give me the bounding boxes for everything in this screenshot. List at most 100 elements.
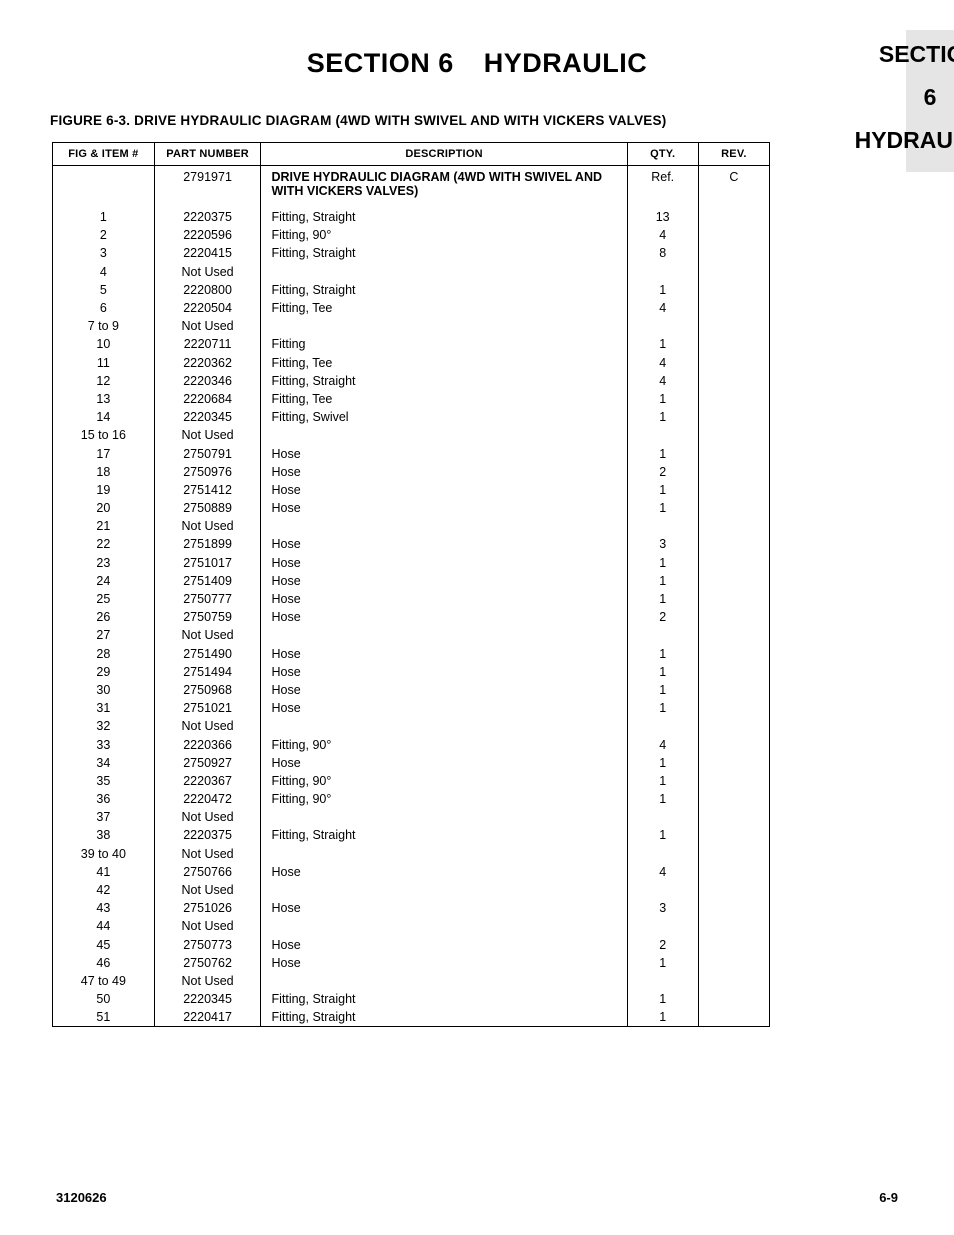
cell-qty: 1 bbox=[627, 444, 698, 462]
table-row: 122220346Fitting, Straight4 bbox=[53, 372, 770, 390]
cell-qty: 1 bbox=[627, 790, 698, 808]
cell-item: 14 bbox=[53, 408, 155, 426]
cell-qty bbox=[627, 426, 698, 444]
cell-qty: 1 bbox=[627, 1008, 698, 1027]
cell-qty: 1 bbox=[627, 990, 698, 1008]
cell-rev bbox=[698, 481, 769, 499]
title-right: HYDRAULIC bbox=[484, 48, 648, 78]
cell-desc: Fitting, Swivel bbox=[261, 408, 627, 426]
cell-rev bbox=[698, 990, 769, 1008]
footer-right: 6-9 bbox=[879, 1190, 898, 1205]
cell-qty: 1 bbox=[627, 572, 698, 590]
cell-qty: 2 bbox=[627, 608, 698, 626]
cell-part: Not Used bbox=[154, 426, 261, 444]
cell-rev bbox=[698, 426, 769, 444]
cell-rev bbox=[698, 626, 769, 644]
cell-rev bbox=[698, 590, 769, 608]
cell-qty bbox=[627, 263, 698, 281]
cell-desc: Hose bbox=[261, 663, 627, 681]
footer-left: 3120626 bbox=[56, 1190, 107, 1205]
table-row: 282751490Hose1 bbox=[53, 645, 770, 663]
cell-rev bbox=[698, 499, 769, 517]
cell-desc bbox=[261, 317, 627, 335]
cell-item: 28 bbox=[53, 645, 155, 663]
cell-desc: Fitting, 90° bbox=[261, 735, 627, 753]
cell-rev bbox=[698, 463, 769, 481]
cell-rev bbox=[698, 608, 769, 626]
cell-part: 2751899 bbox=[154, 535, 261, 553]
cell-qty: 4 bbox=[627, 299, 698, 317]
cell-part: 2220345 bbox=[154, 408, 261, 426]
cell-rev bbox=[698, 899, 769, 917]
cell-desc: Hose bbox=[261, 899, 627, 917]
table-row: 432751026Hose3 bbox=[53, 899, 770, 917]
cell-rev bbox=[698, 808, 769, 826]
table-row: 232751017Hose1 bbox=[53, 554, 770, 572]
table-row: 39 to 40Not Used bbox=[53, 845, 770, 863]
table-row: 312751021Hose1 bbox=[53, 699, 770, 717]
cell-part: 2750791 bbox=[154, 444, 261, 462]
table-row: 2791971DRIVE HYDRAULIC DIAGRAM (4WD WITH… bbox=[53, 166, 770, 209]
cell-rev bbox=[698, 554, 769, 572]
cell-rev bbox=[698, 936, 769, 954]
cell-item: 34 bbox=[53, 754, 155, 772]
table-row: 342750927Hose1 bbox=[53, 754, 770, 772]
cell-qty bbox=[627, 808, 698, 826]
side-tab-letter: Y bbox=[871, 127, 886, 153]
cell-part: 2220800 bbox=[154, 281, 261, 299]
cell-qty: 4 bbox=[627, 372, 698, 390]
section-side-tab: SECTION 6 HYDRAULICS bbox=[906, 30, 954, 172]
table-row: 15 to 16Not Used bbox=[53, 426, 770, 444]
table-row: 4Not Used bbox=[53, 263, 770, 281]
cell-rev bbox=[698, 717, 769, 735]
col-header-part: PART NUMBER bbox=[154, 143, 261, 166]
cell-item: 11 bbox=[53, 354, 155, 372]
cell-part: 2751017 bbox=[154, 554, 261, 572]
table-row: 21Not Used bbox=[53, 517, 770, 535]
cell-item: 50 bbox=[53, 990, 155, 1008]
table-row: 252750777Hose1 bbox=[53, 590, 770, 608]
side-tab-letter: A bbox=[920, 127, 937, 153]
table-row: 112220362Fitting, Tee4 bbox=[53, 354, 770, 372]
cell-qty: 1 bbox=[627, 954, 698, 972]
cell-qty: 4 bbox=[627, 226, 698, 244]
col-header-qty: QTY. bbox=[627, 143, 698, 166]
cell-qty: 2 bbox=[627, 936, 698, 954]
cell-desc: Fitting bbox=[261, 335, 627, 353]
table-row: 172750791Hose1 bbox=[53, 444, 770, 462]
cell-desc: Hose bbox=[261, 863, 627, 881]
cell-qty: 1 bbox=[627, 281, 698, 299]
cell-desc bbox=[261, 717, 627, 735]
cell-part: 2751494 bbox=[154, 663, 261, 681]
table-row: 382220375Fitting, Straight1 bbox=[53, 826, 770, 844]
cell-item: 30 bbox=[53, 681, 155, 699]
side-tab-letter: D bbox=[887, 127, 904, 153]
cell-part: 2751021 bbox=[154, 699, 261, 717]
cell-part: 2220366 bbox=[154, 735, 261, 753]
cell-part: 2220415 bbox=[154, 244, 261, 262]
cell-rev bbox=[698, 954, 769, 972]
table-row: 462750762Hose1 bbox=[53, 954, 770, 972]
cell-qty bbox=[627, 317, 698, 335]
table-row: 412750766Hose4 bbox=[53, 863, 770, 881]
cell-part: Not Used bbox=[154, 881, 261, 899]
cell-item: 18 bbox=[53, 463, 155, 481]
cell-rev bbox=[698, 826, 769, 844]
cell-item: 33 bbox=[53, 735, 155, 753]
cell-item: 29 bbox=[53, 663, 155, 681]
figure-caption: FIGURE 6-3. DRIVE HYDRAULIC DIAGRAM (4WD… bbox=[50, 113, 904, 128]
side-tab-letter: R bbox=[903, 127, 920, 153]
cell-rev bbox=[698, 208, 769, 226]
cell-qty: 1 bbox=[627, 663, 698, 681]
cell-part: Not Used bbox=[154, 845, 261, 863]
cell-part: 2750762 bbox=[154, 954, 261, 972]
cell-desc: Fitting, Tee bbox=[261, 390, 627, 408]
cell-part: Not Used bbox=[154, 972, 261, 990]
cell-desc: Fitting, 90° bbox=[261, 772, 627, 790]
cell-qty: 1 bbox=[627, 772, 698, 790]
cell-desc: Hose bbox=[261, 608, 627, 626]
cell-desc: DRIVE HYDRAULIC DIAGRAM (4WD WITH SWIVEL… bbox=[261, 166, 627, 209]
cell-item: 42 bbox=[53, 881, 155, 899]
cell-qty: 1 bbox=[627, 699, 698, 717]
cell-qty: Ref. bbox=[627, 166, 698, 209]
